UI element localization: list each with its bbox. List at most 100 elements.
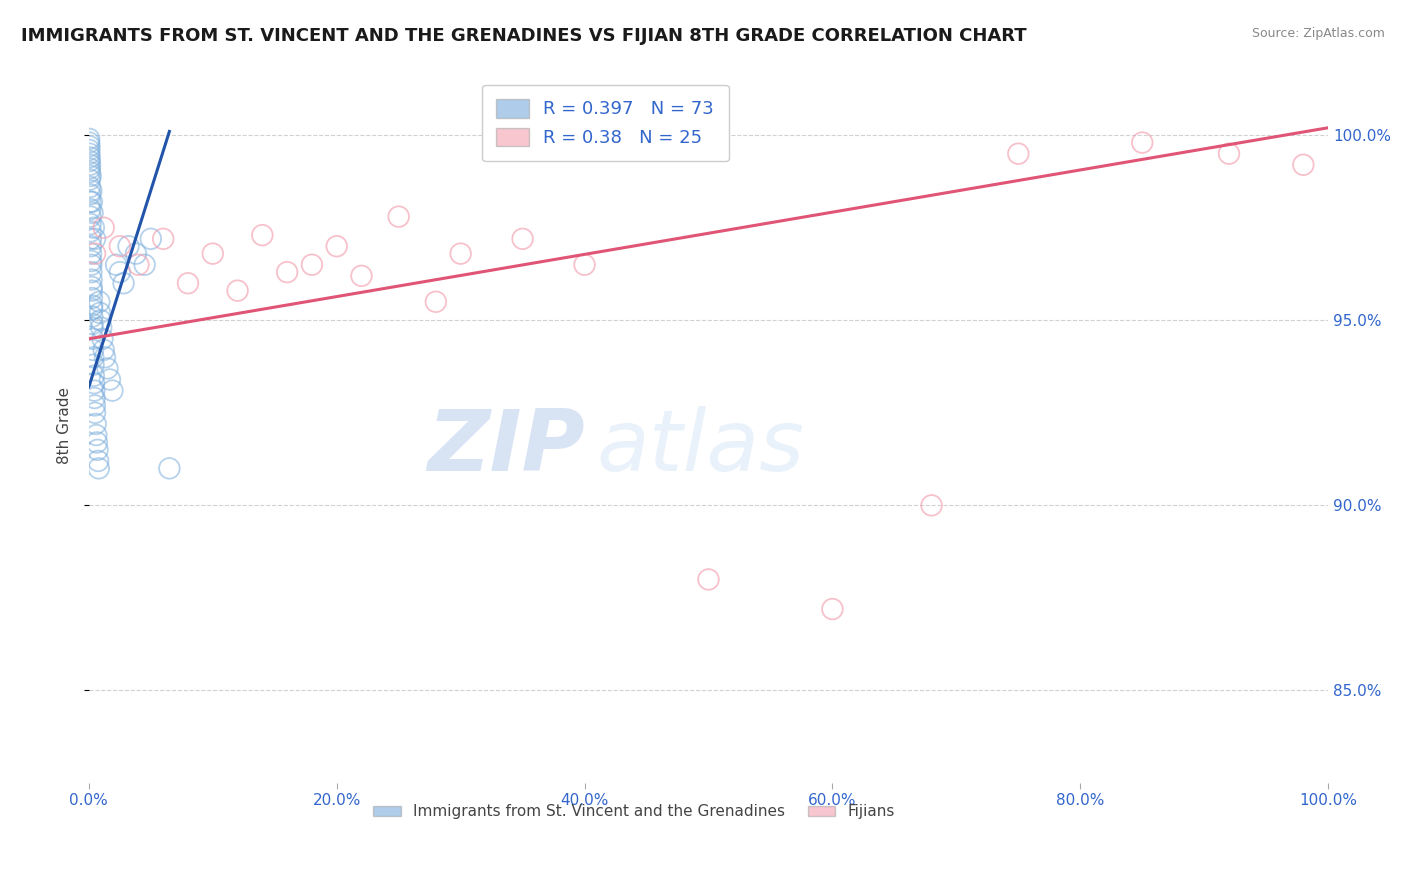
Point <box>921 499 943 513</box>
Point <box>450 246 472 260</box>
Point <box>77 143 100 157</box>
Point <box>79 158 101 172</box>
Point <box>90 320 112 334</box>
Point <box>80 169 103 183</box>
Point <box>80 284 103 298</box>
Point <box>79 150 101 164</box>
Point <box>84 428 107 442</box>
Point <box>821 602 844 616</box>
Point <box>87 461 110 475</box>
Point <box>79 187 101 202</box>
Y-axis label: 8th Grade: 8th Grade <box>58 387 72 464</box>
Point <box>91 332 114 346</box>
Text: atlas: atlas <box>598 406 806 489</box>
Point <box>79 154 101 169</box>
Point <box>79 194 101 209</box>
Point <box>276 265 298 279</box>
Point <box>86 442 108 457</box>
Point <box>93 220 115 235</box>
Point <box>127 258 149 272</box>
Point <box>80 232 103 246</box>
Point <box>82 310 104 324</box>
Point <box>80 298 103 312</box>
Point <box>105 258 128 272</box>
Point <box>79 202 101 217</box>
Point <box>83 376 105 391</box>
Point <box>177 277 200 291</box>
Point <box>93 343 115 357</box>
Point <box>83 368 105 383</box>
Point <box>697 573 720 587</box>
Point <box>83 399 105 413</box>
Point <box>84 246 107 260</box>
Point <box>425 294 447 309</box>
Point <box>84 417 107 431</box>
Text: IMMIGRANTS FROM ST. VINCENT AND THE GRENADINES VS FIJIAN 8TH GRADE CORRELATION C: IMMIGRANTS FROM ST. VINCENT AND THE GREN… <box>21 27 1026 45</box>
Point <box>1292 158 1315 172</box>
Point <box>252 228 274 243</box>
Point <box>80 254 103 268</box>
Point <box>82 206 104 220</box>
Point <box>82 320 104 334</box>
Point <box>512 232 534 246</box>
Point <box>108 239 131 253</box>
Point <box>83 220 105 235</box>
Point <box>90 313 112 327</box>
Point <box>79 146 101 161</box>
Point <box>89 306 111 320</box>
Point <box>80 246 103 260</box>
Point <box>82 343 104 357</box>
Point <box>77 136 100 150</box>
Point <box>101 384 124 398</box>
Point <box>79 161 101 176</box>
Point <box>80 272 103 286</box>
Point <box>79 210 101 224</box>
Point <box>134 258 156 272</box>
Point <box>79 180 101 194</box>
Point <box>80 258 103 272</box>
Point <box>84 232 107 246</box>
Point <box>77 132 100 146</box>
Point <box>325 239 347 253</box>
Point <box>157 461 180 475</box>
Point <box>112 277 135 291</box>
Point <box>87 454 110 468</box>
Point <box>94 351 117 365</box>
Point <box>117 239 139 253</box>
Point <box>79 139 101 153</box>
Point <box>388 210 411 224</box>
Point <box>226 284 249 298</box>
Point <box>89 294 111 309</box>
Point <box>86 435 108 450</box>
Point <box>80 239 103 253</box>
Point <box>1130 136 1153 150</box>
Point <box>79 165 101 179</box>
Point <box>83 358 105 372</box>
Point <box>350 268 373 283</box>
Point <box>83 384 105 398</box>
Point <box>80 291 103 305</box>
Point <box>1218 146 1240 161</box>
Text: ZIP: ZIP <box>427 406 585 489</box>
Point <box>80 265 103 279</box>
Point <box>82 332 104 346</box>
Point <box>83 391 105 405</box>
Legend: Immigrants from St. Vincent and the Grenadines, Fijians: Immigrants from St. Vincent and the Gren… <box>367 798 901 825</box>
Point <box>125 246 148 260</box>
Point <box>301 258 323 272</box>
Point <box>96 361 118 376</box>
Point <box>80 184 103 198</box>
Point <box>79 217 101 231</box>
Point <box>80 194 103 209</box>
Text: Source: ZipAtlas.com: Source: ZipAtlas.com <box>1251 27 1385 40</box>
Point <box>80 224 103 238</box>
Point <box>84 406 107 420</box>
Point <box>82 302 104 317</box>
Point <box>79 172 101 186</box>
Point <box>139 232 162 246</box>
Point <box>152 232 174 246</box>
Point <box>574 258 596 272</box>
Point <box>1007 146 1029 161</box>
Point <box>98 372 121 386</box>
Point <box>82 317 104 331</box>
